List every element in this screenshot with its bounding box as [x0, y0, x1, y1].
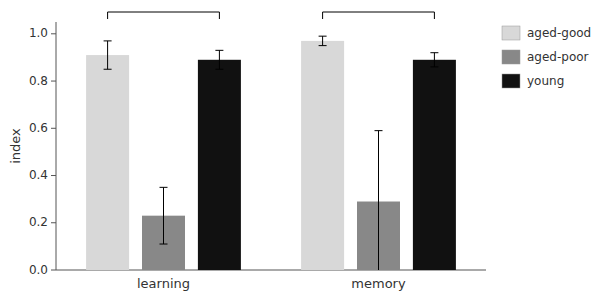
y-tick-label: 0.8	[29, 74, 48, 88]
y-tick-label: 0.4	[29, 168, 48, 182]
error-bar-cap	[215, 50, 223, 51]
legend: aged-good aged-poor young	[502, 26, 591, 89]
legend-label: aged-good	[527, 26, 591, 40]
error-bar-stem	[322, 36, 323, 45]
y-tick	[51, 128, 56, 129]
error-bar-cap	[430, 52, 438, 53]
error-bar-stem	[434, 53, 435, 67]
y-axis-title: index	[8, 128, 23, 164]
error-bar	[430, 53, 438, 67]
legend-swatch	[502, 26, 520, 40]
bar	[198, 60, 241, 270]
error-bar-cap	[160, 187, 168, 188]
y-tick	[51, 33, 56, 34]
bar	[413, 60, 456, 270]
error-bar-stem	[163, 187, 164, 244]
x-axis: learning memory	[56, 270, 486, 291]
bar	[86, 55, 129, 270]
error-bar	[375, 131, 383, 270]
significance-bracket	[323, 12, 435, 19]
x-tick-label: learning	[137, 276, 190, 291]
y-tick	[51, 270, 56, 271]
y-tick	[51, 175, 56, 176]
legend-label: aged-poor	[527, 50, 589, 64]
error-bar-stem	[107, 41, 108, 69]
error-bar	[160, 187, 168, 244]
y-axis: 0.0 0.2 0.4 0.6 0.8 1.0	[29, 22, 56, 277]
error-bar-cap	[215, 69, 223, 70]
bar	[301, 41, 344, 270]
legend-swatch	[502, 50, 520, 64]
error-bar	[215, 50, 223, 69]
error-bar-cap	[430, 66, 438, 67]
error-bar-stem	[378, 131, 379, 270]
y-axis-line	[56, 22, 57, 270]
significance-bracket	[108, 12, 220, 19]
error-bar-cap	[375, 130, 383, 131]
y-tick-label: 1.0	[29, 26, 48, 40]
error-bar-cap	[104, 40, 112, 41]
y-tick	[51, 222, 56, 223]
y-tick-label: 0.6	[29, 121, 48, 135]
x-tick-label: memory	[351, 276, 406, 291]
y-tick	[51, 81, 56, 82]
error-bar-cap	[319, 36, 327, 37]
error-bar-cap	[104, 69, 112, 70]
y-tick-label: 0.0	[29, 263, 48, 277]
error-bar-cap	[160, 244, 168, 245]
error-bar	[104, 41, 112, 69]
error-bar-cap	[319, 45, 327, 46]
chart: 0.0 0.2 0.4 0.6 0.8 1.0 index learning memory age…	[0, 0, 598, 302]
error-bar	[319, 36, 327, 45]
bars	[86, 36, 456, 270]
y-tick-label: 0.2	[29, 215, 48, 229]
legend-swatch	[502, 74, 520, 88]
error-bar-stem	[219, 50, 220, 69]
legend-label: young	[527, 74, 564, 88]
brackets	[108, 12, 435, 19]
